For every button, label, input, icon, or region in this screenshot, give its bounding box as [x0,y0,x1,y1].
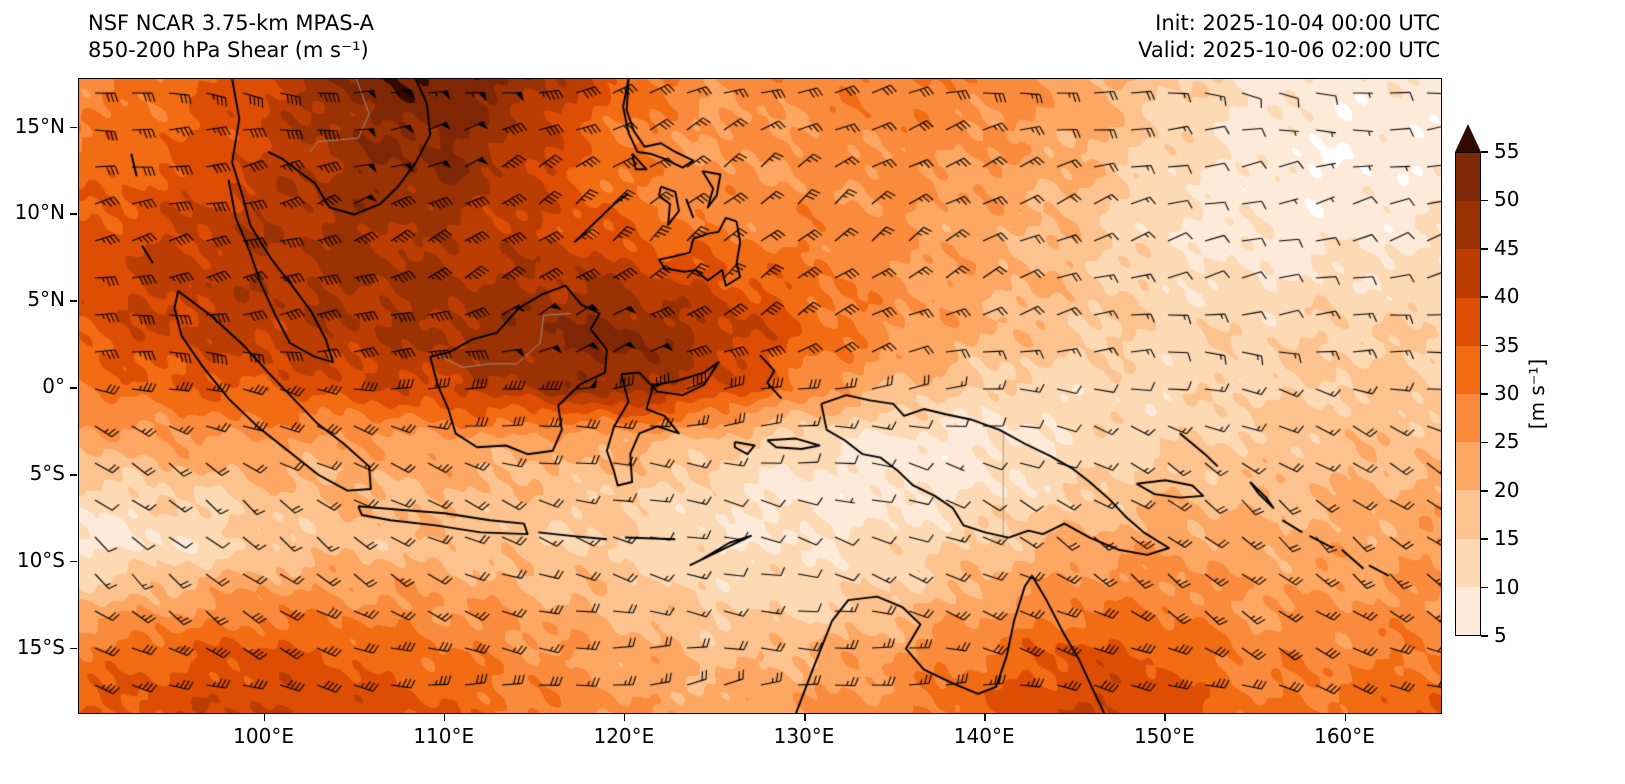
map-canvas [79,79,1441,713]
colorbar-tick-label: 15 [1494,525,1520,550]
colorbar-tickmark [1481,441,1488,444]
x-tick-label: 140°E [953,724,1015,748]
colorbar-tick-label: 55 [1494,138,1520,163]
model-title: NSF NCAR 3.75-km MPAS-A [88,11,375,35]
x-tick-label: 120°E [593,724,655,748]
colorbar-segment [1456,442,1480,491]
colorbar-tick-label: 35 [1494,332,1520,357]
x-tickmark [263,714,266,721]
colorbar-tickmark [1481,248,1488,250]
colorbar-tick-label: 20 [1494,477,1520,502]
colorbar-tickmark [1481,296,1488,298]
y-tick-label: 10°N [14,200,65,225]
colorbar-segment [1456,153,1480,202]
x-tickmark [1344,714,1347,721]
map-frame [78,78,1442,714]
colorbar-tickmark [1481,199,1488,202]
colorbar-tickmark [1481,393,1488,395]
x-tickmark [984,714,986,721]
x-tickmark [623,714,626,721]
colorbar-unit-label: [m s⁻¹] [1525,358,1549,430]
colorbar-segment [1456,586,1480,636]
colorbar-under-arrow [1455,636,1481,664]
colorbar-segment [1456,297,1480,346]
colorbar [1455,152,1481,636]
y-tick-label: 5°S [29,460,65,485]
y-tickmark [70,387,77,389]
x-tick-label: 160°E [1314,724,1375,748]
y-tick-label: 0° [42,373,65,398]
y-tick-label: 15°N [14,113,65,138]
y-tickmark [70,647,77,650]
colorbar-tick-label: 45 [1494,235,1520,260]
colorbar-tick-label: 5 [1494,622,1507,647]
colorbar-tickmark [1481,344,1488,347]
x-tick-label: 100°E [233,724,294,748]
x-tickmark [443,714,446,721]
x-tick-label: 130°E [773,724,835,748]
colorbar-segment [1456,394,1480,443]
y-tickmark [70,126,77,129]
colorbar-tick-label: 30 [1494,380,1520,405]
y-tick-label: 5°N [27,287,65,312]
colorbar-segment [1456,249,1480,298]
colorbar-tick-label: 40 [1494,283,1520,308]
y-tick-label: 10°S [16,547,65,572]
meta-block: Init: 2025-10-04 00:00 UTC Valid: 2025-1… [1138,10,1440,64]
x-tickmark [804,714,806,721]
valid-time: Valid: 2025-10-06 02:00 UTC [1138,38,1440,62]
y-axis: 15°N 10°N 5°N 0° 5°S 10°S 15°S [0,78,78,712]
colorbar-tick-label: 50 [1494,187,1520,212]
init-time: Init: 2025-10-04 00:00 UTC [1155,11,1440,35]
y-tickmark [70,560,77,563]
colorbar-tick-label: 25 [1494,429,1520,454]
colorbar-segment [1456,201,1480,250]
colorbar-segment [1456,490,1480,539]
colorbar-segment [1456,538,1480,587]
colorbar-over-arrow [1455,124,1481,152]
colorbar-tick-label: 10 [1494,574,1520,599]
colorbar-tickmark [1481,490,1488,492]
field-title: 850-200 hPa Shear (m s⁻¹) [88,38,369,62]
x-tickmark [1164,714,1166,721]
x-axis: 100°E 110°E 120°E 130°E 140°E 150°E 160°E [78,713,1440,753]
y-tickmark [70,300,77,302]
y-tickmark [70,213,77,216]
y-tick-label: 15°S [16,634,65,659]
colorbar-tickmark [1481,151,1488,153]
colorbar-segment [1456,345,1480,395]
y-tickmark [70,474,77,476]
x-tick-label: 150°E [1133,724,1195,748]
colorbar-tickmark [1481,538,1488,540]
colorbar-tickmark [1481,635,1488,637]
colorbar-tickmark [1481,586,1488,589]
x-tick-label: 110°E [413,724,475,748]
title-block: NSF NCAR 3.75-km MPAS-A 850-200 hPa Shea… [88,10,374,64]
